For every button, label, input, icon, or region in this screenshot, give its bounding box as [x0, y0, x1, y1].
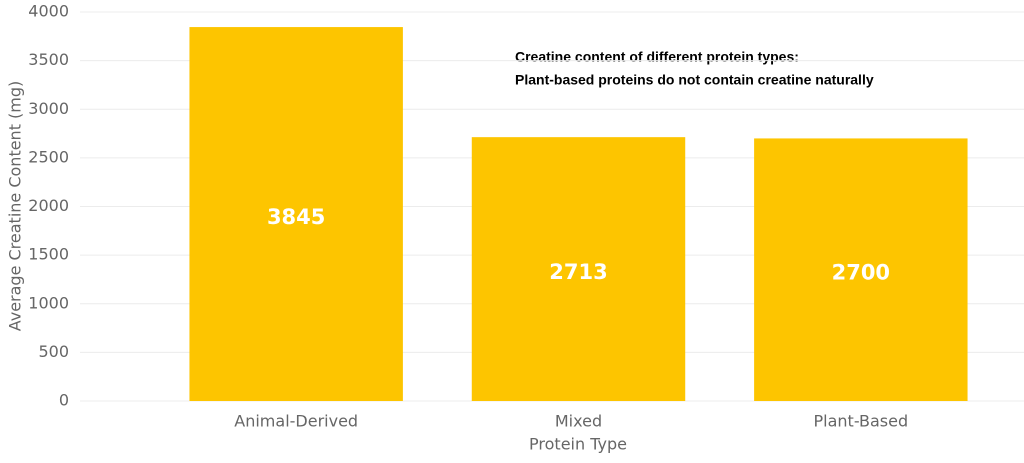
x-tick-label: Plant-Based — [814, 412, 909, 431]
annotation: Plant-based proteins do not contain crea… — [515, 72, 874, 88]
bar — [754, 138, 968, 402]
y-tick-label: 0 — [59, 391, 69, 410]
x-tick-label: Mixed — [555, 412, 602, 431]
y-tick-label: 3500 — [28, 50, 69, 69]
bar — [189, 27, 403, 401]
data-label: 2700 — [832, 261, 890, 285]
y-tick-label: 2000 — [28, 196, 69, 215]
bar — [471, 137, 686, 401]
y-tick-label: 1000 — [28, 293, 69, 312]
y-tick-label: 500 — [38, 342, 69, 361]
data-label: 2713 — [549, 260, 607, 284]
y-tick-label: 3000 — [28, 99, 69, 118]
annotation: Creatine content of different protein ty… — [515, 49, 799, 65]
y-axis-title: Average Creatine Content (mg) — [6, 81, 25, 332]
x-tick-label: Animal-Derived — [234, 412, 358, 431]
y-tick-label: 1500 — [28, 245, 69, 264]
data-label: 3845 — [267, 205, 325, 229]
y-tick-label: 2500 — [28, 147, 69, 166]
x-axis-title: Protein Type — [529, 435, 627, 454]
y-tick-label: 4000 — [28, 2, 69, 21]
